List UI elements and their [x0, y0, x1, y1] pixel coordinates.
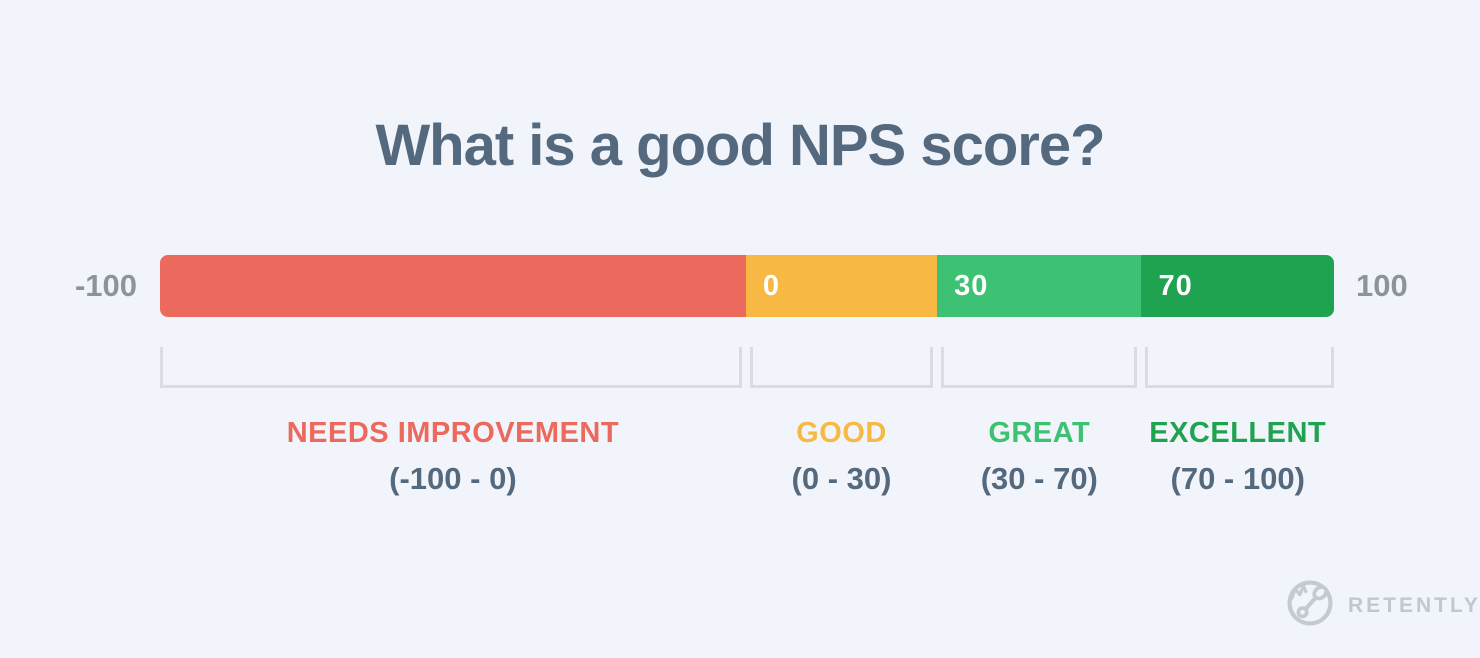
brand-name: RETENTLY	[1348, 593, 1480, 617]
branding: RETENTLY	[1284, 577, 1480, 634]
range-label: (-100 - 0)	[389, 461, 517, 496]
segment-good: 0	[745, 255, 938, 317]
bracket-row	[160, 347, 1334, 388]
label-excellent: EXCELLENT (70 - 100)	[1141, 414, 1334, 498]
category-label: NEEDS IMPROVEMENT	[286, 417, 620, 449]
label-needs-improvement: NEEDS IMPROVEMENT (-100 - 0)	[160, 414, 746, 498]
range-label: (30 - 70)	[980, 461, 1098, 496]
nps-scale-bar: 0 30 70	[160, 255, 1334, 317]
bracket-needs-improvement	[160, 347, 746, 388]
range-label: (0 - 30)	[791, 461, 892, 496]
segment-excellent: 70	[1141, 255, 1334, 317]
label-good: GOOD (0 - 30)	[746, 414, 937, 498]
segment-start-value: 30	[954, 269, 989, 302]
category-label: GOOD	[796, 417, 887, 449]
range-label: (70 - 100)	[1170, 461, 1305, 496]
label-row: NEEDS IMPROVEMENT (-100 - 0) GOOD (0 - 3…	[160, 414, 1334, 498]
bracket-great	[937, 347, 1141, 388]
segment-start-value: 0	[762, 269, 780, 302]
segment-start-value: 70	[1158, 269, 1193, 302]
segment-needs-improvement	[160, 255, 746, 317]
scale-max-label: 100	[1356, 268, 1408, 303]
scale-min-label: -100	[74, 268, 137, 303]
category-label: GREAT	[988, 417, 1091, 449]
label-great: GREAT (30 - 70)	[937, 414, 1141, 498]
page-title: What is a good NPS score?	[375, 113, 1105, 178]
category-label: EXCELLENT	[1149, 417, 1327, 449]
segment-great: 30	[937, 255, 1142, 317]
bracket-good	[746, 347, 937, 388]
retently-logo-icon	[1284, 577, 1336, 634]
bracket-excellent	[1141, 347, 1334, 388]
